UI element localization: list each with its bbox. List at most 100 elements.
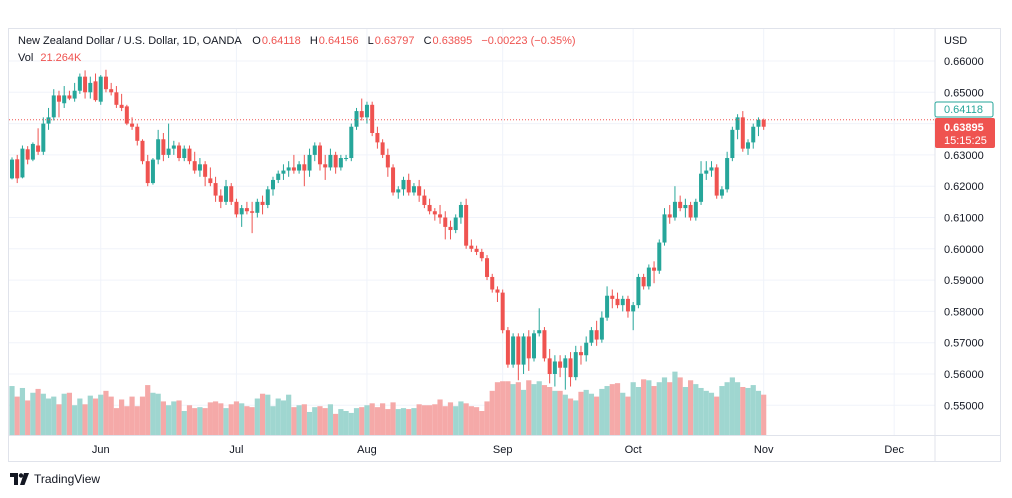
volume-bar	[468, 406, 474, 435]
volume-bar	[160, 401, 166, 435]
candle-body	[124, 106, 129, 124]
price-axis[interactable]: USD 0.660000.650000.640000.630000.620000…	[944, 35, 984, 412]
candle-body	[218, 195, 223, 202]
volume-bar	[353, 408, 360, 435]
volume-bar	[35, 388, 41, 435]
volume-bar	[56, 404, 62, 435]
price-tick-label: 0.65000	[944, 87, 984, 99]
volume-bar	[181, 411, 187, 435]
candle-body	[438, 214, 443, 218]
volume-bar	[66, 392, 73, 435]
brand-name: TradingView	[34, 472, 101, 486]
candle-body	[333, 154, 338, 168]
volume-bar	[82, 404, 88, 435]
price-tick-label: 0.61000	[944, 213, 984, 225]
candle-body	[485, 258, 490, 277]
candle-body	[714, 167, 719, 196]
volume-bar	[667, 382, 673, 435]
volume-bar	[155, 393, 161, 435]
candle-body	[683, 204, 688, 209]
candle-body	[605, 295, 610, 318]
candle-body	[725, 158, 730, 190]
candles	[10, 69, 766, 390]
volume-bar	[583, 389, 589, 435]
candle-body	[229, 186, 234, 202]
candle-body	[646, 267, 651, 287]
candle-body	[349, 126, 354, 159]
time-tick-label: Jul	[229, 444, 243, 456]
candle-body	[114, 92, 119, 105]
candle-body	[746, 142, 751, 149]
candle-body	[150, 159, 155, 184]
open-key: O	[252, 35, 261, 47]
price-tick-label: 0.58000	[944, 306, 984, 318]
volume-bar	[312, 407, 318, 435]
candle-body	[375, 132, 380, 143]
candle-body	[542, 330, 547, 359]
volume-value: 21.264K	[40, 52, 82, 64]
volume-bar	[275, 398, 281, 435]
volume-bar	[614, 383, 621, 435]
time-tick-label: Nov	[754, 444, 774, 456]
legend-ohlc: New Zealand Dollar / U.S. Dollar, 1D, OA…	[18, 35, 576, 47]
candle-body	[77, 76, 82, 91]
volume-bar	[9, 386, 15, 435]
candle-body	[197, 164, 202, 171]
volume-key: Vol	[18, 52, 34, 64]
candle-body	[88, 82, 93, 93]
volume-bar	[745, 387, 751, 435]
volume-bar	[395, 409, 401, 435]
volume-bar	[750, 385, 756, 435]
candle-body	[578, 352, 583, 356]
time-tick-label: Aug	[357, 444, 377, 456]
price-tick-label: 0.66000	[944, 56, 984, 68]
candle-body	[93, 81, 98, 101]
candle-body	[182, 148, 187, 159]
volume-bar	[103, 390, 109, 435]
volume-bar	[296, 405, 302, 435]
volume-bar	[270, 406, 276, 435]
open-value: 0.64118	[261, 35, 301, 47]
volume-bar	[625, 396, 631, 435]
volume-bar	[458, 401, 464, 435]
volume-bar	[343, 411, 349, 435]
candle-body	[615, 298, 620, 306]
price-tick-label: 0.56000	[944, 369, 984, 381]
candle-body	[192, 161, 197, 171]
candle-body	[281, 170, 286, 174]
candle-body	[364, 104, 369, 118]
low-key: L	[367, 35, 374, 47]
candle-body	[411, 186, 416, 193]
candle-body	[103, 76, 108, 90]
candle-body	[145, 161, 150, 184]
candle-body	[678, 201, 683, 209]
candle-body	[594, 330, 599, 340]
candle-body	[208, 178, 213, 184]
time-tick-label: Dec	[884, 444, 904, 456]
tradingview-logo[interactable]: TradingView	[10, 472, 100, 486]
symbol-title[interactable]: New Zealand Dollar / U.S. Dollar, 1D, OA…	[18, 35, 242, 47]
candle-body	[338, 158, 343, 168]
volume-bar	[682, 387, 688, 435]
volume-bar	[567, 398, 574, 435]
candle-body	[135, 126, 140, 141]
grid	[9, 29, 935, 435]
volume-bar	[651, 386, 657, 435]
volume-bar	[61, 393, 67, 435]
time-tick-label: Sep	[493, 444, 513, 456]
candle-body	[260, 201, 265, 205]
time-axis[interactable]: Jun Jul Aug Sep Oct Nov Dec	[92, 444, 905, 456]
volume-bar	[150, 392, 156, 435]
volume-bar	[453, 406, 459, 435]
volume-bar	[14, 396, 20, 435]
volume-bar	[139, 396, 146, 435]
volume-bar	[40, 393, 46, 435]
candle-body	[317, 145, 322, 165]
volume-bar	[233, 401, 240, 435]
candle-body	[25, 149, 30, 160]
last-price-tag: 0.63895 15:15:25	[935, 118, 995, 148]
candle-body	[265, 189, 270, 205]
candle-body	[67, 95, 72, 99]
candle-body	[422, 195, 427, 205]
